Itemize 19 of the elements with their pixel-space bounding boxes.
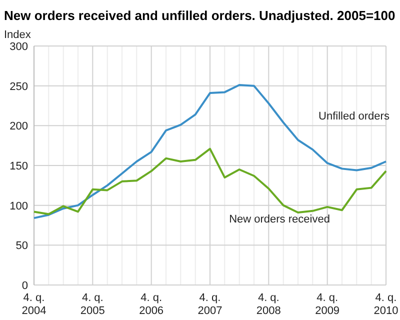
x-tick-label: 4. q. 2006 <box>139 292 164 317</box>
y-axis-title: Index <box>4 29 32 41</box>
x-tick-label: 4. q. 2010 <box>374 292 398 317</box>
x-tick-label: 4. q. 2009 <box>315 292 340 317</box>
line-series <box>33 148 387 216</box>
chart-title: New orders received and unfilled orders. Unadjusted. 2005=100 <box>4 8 396 23</box>
text: Unfilled orders <box>318 110 390 123</box>
y-tick-label: 250 <box>10 80 28 93</box>
y-tick-label: 150 <box>10 160 28 172</box>
x-tick-label: 4. q. 2005 <box>80 292 105 317</box>
y-tick-label: 0 <box>22 280 28 292</box>
x-tick-label: 4. q. 2004 <box>22 292 46 317</box>
y-tick-label: 100 <box>10 200 28 212</box>
series-label: New orders received <box>229 213 330 226</box>
y-tick-label: 300 <box>10 41 28 53</box>
x-tick-label: 4. q. 2008 <box>256 292 281 317</box>
x-tick-label: 4. q. 2007 <box>198 292 222 317</box>
y-tick-label: 200 <box>10 120 28 133</box>
y-tick-label: 50 <box>16 240 28 252</box>
